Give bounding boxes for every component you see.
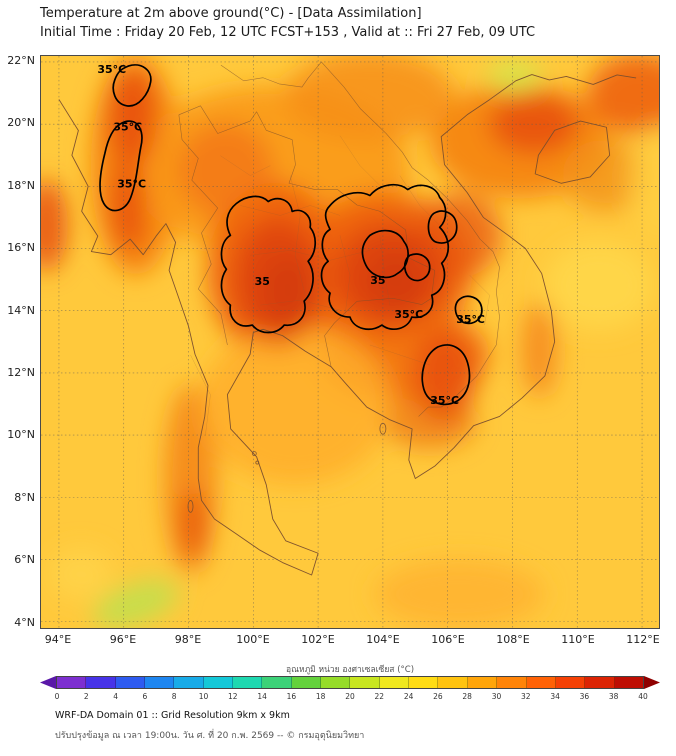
colorbar-tick-label: 32 <box>521 692 531 701</box>
colorbar-segment <box>526 677 556 688</box>
map-plot: 35°C 35°C 35°C 35 35 35°C 35°C 35°C <box>40 55 660 629</box>
hainan-island <box>534 120 611 184</box>
x-axis-tick-label: 96°E <box>109 633 137 646</box>
colorbar-segment <box>86 677 116 688</box>
colorbar-segment <box>585 677 615 688</box>
contour-label: 35°C <box>456 313 485 326</box>
colorbar-segment <box>497 677 527 688</box>
x-axis-tick-label: 94°E <box>44 633 72 646</box>
colorbar-segment <box>350 677 380 688</box>
colorbar-tick-label: 28 <box>462 692 472 701</box>
y-axis-tick-label: 6°N <box>14 553 35 567</box>
colorbar-segment <box>614 677 643 688</box>
y-axis-tick-label: 16°N <box>7 241 35 255</box>
colorbar-segment <box>291 677 322 688</box>
colorbar-tick-label: 34 <box>550 692 560 701</box>
x-axis-tick-label: 108°E <box>496 633 530 646</box>
x-axis-tick-label: 106°E <box>431 633 465 646</box>
colorbar-segment <box>438 677 468 688</box>
x-axis-tick-label: 102°E <box>301 633 335 646</box>
x-axis-tick-label: 112°E <box>626 633 660 646</box>
contour-label: 35°C <box>394 308 423 321</box>
y-axis-tick-label: 14°N <box>7 303 35 317</box>
colorbar-left-arrow-icon <box>40 676 56 689</box>
contour-label: 35 <box>255 275 270 288</box>
contour-label: 35°C <box>117 178 146 191</box>
colorbar-tick-label: 16 <box>286 692 297 701</box>
colorbar-tick-label: 22 <box>374 692 385 701</box>
page-title: Temperature at 2m above ground(°C) - [Da… <box>40 6 422 21</box>
contour-label: 35°C <box>113 121 142 134</box>
y-axis-tick-label: 8°N <box>14 490 35 504</box>
y-axis-tick-label: 18°N <box>7 178 35 192</box>
colorbar-segment <box>233 677 263 688</box>
colorbar-segment <box>145 677 175 688</box>
contour-labels: 35°C 35°C 35°C 35 35 35°C 35°C 35°C <box>97 63 485 407</box>
contour-label: 35 <box>370 274 385 287</box>
x-axis-tick-label: 98°E <box>174 633 202 646</box>
map-svg: 35°C 35°C 35°C 35 35 35°C 35°C 35°C <box>41 56 659 628</box>
province-borders <box>190 135 490 435</box>
y-axis-tick-label: 20°N <box>7 116 35 130</box>
colorbar-tick-label: 20 <box>345 692 355 701</box>
colorbar-segment <box>379 677 410 688</box>
colorbar-tick-label: 36 <box>579 692 590 701</box>
colorbar-tick-label: 12 <box>228 692 238 701</box>
colorbar-segment <box>203 677 234 688</box>
y-axis-tick-label: 22°N <box>7 54 35 67</box>
colorbar-tick-label: 0 <box>54 692 60 701</box>
colorbar-tick-label: 8 <box>171 692 177 701</box>
footer-update-info: ปรับปรุงข้อมูล ณ เวลา 19:00น. วัน ศ. ที่… <box>55 731 365 741</box>
colorbar-segment <box>174 677 204 688</box>
colorbar-segment <box>321 677 351 688</box>
colorbar-tick-label: 18 <box>315 692 326 701</box>
temperature-contours-35c <box>99 64 483 406</box>
y-axis-tick-label: 10°N <box>7 428 35 442</box>
colorbar-tick-label: 24 <box>403 692 414 701</box>
y-axis-tick-label: 12°N <box>7 366 35 379</box>
colorbar <box>40 676 660 689</box>
colorbar-segment <box>262 677 292 688</box>
colorbar-tick-label: 26 <box>433 692 443 701</box>
coastline <box>58 74 637 576</box>
x-axis-tick-label: 104°E <box>366 633 400 646</box>
colorbar-tick-label: 14 <box>257 692 267 701</box>
x-axis-tick-label: 100°E <box>236 633 270 646</box>
colorbar-tick-label: 38 <box>608 692 619 701</box>
colorbar-segment <box>409 677 439 688</box>
footer-domain-info: WRF-DA Domain 01 :: Grid Resolution 9km … <box>55 710 290 721</box>
x-axis-tick-label: 110°E <box>561 633 595 646</box>
contour-label: 35°C <box>430 394 459 407</box>
colorbar-tick-label: 10 <box>198 692 209 701</box>
colorbar-ticks: 0 2 4 6 8 10 12 14 16 18 20 22 24 26 28 30 32 34 36 38 40 <box>40 692 660 702</box>
colorbar-segment <box>57 677 87 688</box>
colorbar-body <box>56 676 644 689</box>
y-axis-tick-label: 4°N <box>14 615 35 629</box>
colorbar-tick-label: 40 <box>638 692 648 701</box>
temperature-field <box>41 56 659 628</box>
colorbar-right-arrow-icon <box>644 676 660 689</box>
colorbar-tick-label: 30 <box>491 692 502 701</box>
colorbar-segment <box>467 677 498 688</box>
colorbar-tick-label: 6 <box>142 692 148 701</box>
colorbar-tick-label: 2 <box>83 692 89 701</box>
colorbar-segment <box>115 677 146 688</box>
colorbar-tick-label: 4 <box>113 692 118 701</box>
page-subtitle: Initial Time : Friday 20 Feb, 12 UTC FCS… <box>40 25 536 40</box>
contour-label: 35°C <box>97 63 126 76</box>
lat-lon-grid <box>41 56 659 628</box>
colorbar-segment <box>555 677 586 688</box>
colorbar-label: อุณหภูมิ หน่วย องศาเซลเซียส (°C) <box>285 665 415 675</box>
